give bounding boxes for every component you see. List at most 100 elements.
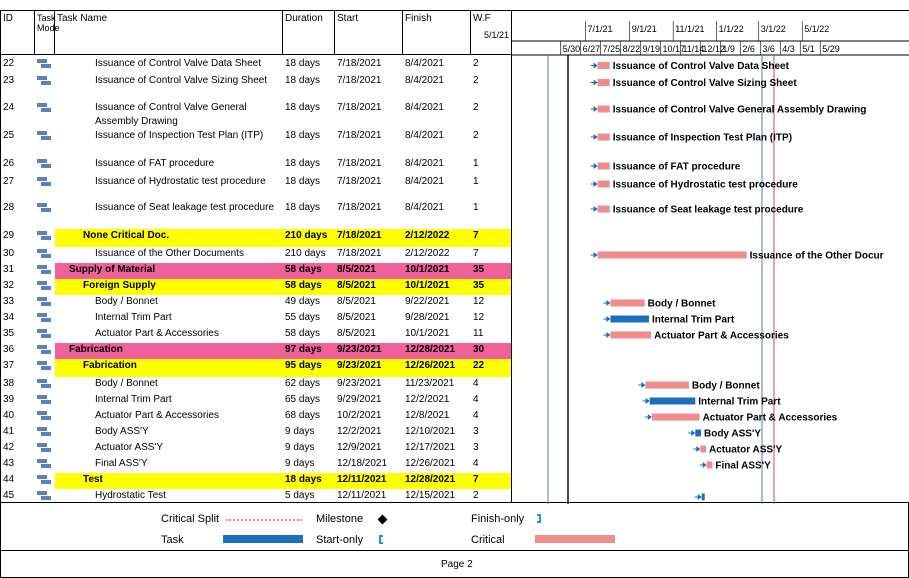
timescale-bottom-label: 12/12: [702, 44, 725, 54]
table-row[interactable]: 25 Issuance of Inspection Test Plan (ITP)…: [1, 129, 511, 157]
task-start: 12/9/2021: [337, 442, 382, 453]
task-mode-icon: [37, 457, 53, 473]
task-duration: 58 days: [283, 263, 335, 279]
legend-task-swatch: [223, 535, 303, 543]
gantt-bar-label: Issuance of the Other Docur: [750, 251, 884, 262]
row-id: 45: [3, 490, 15, 501]
auto-schedule-icon: [37, 297, 51, 307]
gantt-bar: [597, 105, 610, 113]
table-row[interactable]: 37 Fabrication 95 days 9/23/2021 12/26/2021 2…: [1, 359, 511, 377]
task-wf: 35: [471, 279, 511, 295]
task-name: Test: [55, 473, 283, 489]
row-id: 35: [3, 328, 15, 339]
table-row[interactable]: 42 Actuator ASS'Y 9 days 12/9/2021 12/17/202…: [1, 441, 511, 457]
table-row[interactable]: 43 Final ASS'Y 9 days 12/18/2021 12/26/2021 4: [1, 457, 511, 473]
table-row[interactable]: 45 Hydrostatic Test 5 days 12/11/2021 12/15/…: [1, 489, 511, 505]
gantt-chart: 7/1/21 9/1/21 11/1/21 1/1/22 3/1/22 5/1/22 5/3…: [512, 10, 909, 504]
task-duration: 97 days: [283, 343, 335, 359]
table-row[interactable]: 22 Issuance of Control Valve Data Sheet 18…: [1, 57, 511, 74]
dependency-arrow: [593, 134, 598, 140]
task-mode-icon: [37, 295, 53, 311]
table-row[interactable]: 34 Internal Trim Part 55 days 8/5/2021 9/28/…: [1, 311, 511, 327]
table-row[interactable]: 30 Issuance of the Other Documents 210 day…: [1, 247, 511, 263]
timescale-bottom-label: 7/25: [603, 44, 621, 54]
table-row[interactable]: 35 Actuator Part & Accessories 58 days 8/5/…: [1, 327, 511, 343]
table-row[interactable]: 29 None Critical Doc. 210 days 7/18/2021 2/1…: [1, 229, 511, 247]
table-row[interactable]: 24 Issuance of Control Valve General Asse…: [1, 101, 511, 129]
table-row[interactable]: 28 Issuance of Seat leakage test procedur…: [1, 201, 511, 229]
table-row[interactable]: 23 Issuance of Control Valve Sizing Sheet…: [1, 74, 511, 91]
task-mode-icon: [37, 129, 53, 157]
task-mode-icon: [37, 175, 53, 193]
task-mode-icon: [37, 157, 53, 175]
gantt-bar-label: Actuator ASS'Y: [709, 445, 782, 456]
dependency-arrow: [593, 106, 598, 112]
col-header-mode[interactable]: Task Mode: [35, 11, 60, 55]
legend-finish-only-icon: [537, 514, 541, 523]
row-id: 26: [3, 158, 15, 169]
gantt-bar: [706, 461, 713, 469]
gantt-bar: [610, 331, 652, 339]
gantt-bar: [597, 79, 610, 86]
task-finish: 12/28/2021: [403, 343, 471, 359]
task-mode-icon: [37, 489, 53, 505]
table-row[interactable]: 33 Body / Bonnet 49 days 8/5/2021 9/22/2021 1…: [1, 295, 511, 311]
task-wf: 22: [471, 359, 511, 377]
gantt-bar: [701, 493, 705, 501]
task-mode-icon: [37, 101, 53, 129]
col-header-wf[interactable]: W.F 5/1/21: [471, 11, 511, 55]
timescale-bottom-label: 5/1: [802, 44, 815, 54]
task-name: Supply of Material: [55, 263, 283, 279]
task-finish: 12/15/2021: [405, 490, 456, 501]
legend-start-only-icon: [379, 535, 383, 544]
page-footer: Page 2: [0, 551, 909, 578]
col-header-finish[interactable]: Finish: [403, 11, 471, 55]
auto-schedule-icon: [37, 203, 51, 213]
task-start: 8/5/2021: [335, 279, 403, 295]
timescale-top-label: 11/1/21: [675, 24, 704, 34]
table-row[interactable]: 41 Body ASS'Y 9 days 12/2/2021 12/10/2021 3: [1, 425, 511, 441]
timescale-bottom-label: 5/29: [822, 44, 840, 54]
task-start: 9/29/2021: [337, 394, 382, 405]
row-id: 24: [3, 102, 15, 113]
task-wf: 4: [473, 394, 479, 405]
task-name: Issuance of Control Valve General Assemb…: [95, 102, 247, 127]
table-row[interactable]: 31 Supply of Material 58 days 8/5/2021 10/1/…: [1, 263, 511, 279]
task-finish: 12/26/2021: [405, 458, 456, 469]
table-row[interactable]: 38 Body / Bonnet 62 days 9/23/2021 11/23/202…: [1, 377, 511, 393]
table-row[interactable]: 44 Test 18 days 12/11/2021 12/28/2021 7: [1, 473, 511, 489]
table-row[interactable]: 32 Foreign Supply 58 days 8/5/2021 10/1/2021…: [1, 279, 511, 295]
col-header-id[interactable]: ID: [1, 11, 35, 55]
legend-milestone-icon: [377, 514, 388, 525]
col-header-start[interactable]: Start: [335, 11, 403, 55]
table-row[interactable]: 27 Issuance of Hydrostatic test procedur…: [1, 175, 511, 193]
table-row[interactable]: 36 Fabrication 97 days 9/23/2021 12/28/2021 3…: [1, 343, 511, 359]
col-header-id-label: ID: [3, 13, 13, 24]
auto-schedule-icon: [37, 231, 51, 241]
gantt-bar-label: Issuance of Seat leakage test procedure: [613, 205, 804, 216]
task-name: Issuance of Control Valve Data Sheet: [95, 58, 262, 69]
timescale-bottom-label: 4/3: [782, 44, 795, 54]
task-duration: 62 days: [285, 378, 321, 389]
auto-schedule-icon: [37, 427, 51, 437]
task-name: Issuance of Seat leakage test procedure: [95, 202, 275, 213]
row-id: 36: [3, 344, 15, 355]
task-duration: 9 days: [285, 442, 315, 453]
task-start: 7/18/2021: [337, 158, 382, 169]
col-header-name[interactable]: Task Name: [55, 11, 283, 55]
dependency-arrow: [645, 398, 650, 404]
task-wf: 2: [473, 102, 479, 113]
auto-schedule-icon: [37, 379, 51, 389]
row-id: 28: [3, 202, 15, 213]
col-header-duration-label: Duration: [285, 13, 323, 24]
table-row[interactable]: 40 Actuator Part & Accessories 68 days 10/2…: [1, 409, 511, 425]
legend: Critical Split Milestone Finish-only Tas…: [0, 503, 909, 551]
table-row[interactable]: 26 Issuance of FAT procedure 18 days 7/18/2…: [1, 157, 511, 175]
table-row[interactable]: 39 Internal Trim Part 65 days 9/29/2021 12/2…: [1, 393, 511, 409]
auto-schedule-icon: [37, 395, 51, 405]
task-wf: 2: [473, 58, 479, 69]
task-start: 9/23/2021: [335, 343, 403, 359]
col-header-duration[interactable]: Duration: [283, 11, 335, 55]
task-name: Body / Bonnet: [95, 296, 158, 307]
row-id: 33: [3, 296, 15, 307]
